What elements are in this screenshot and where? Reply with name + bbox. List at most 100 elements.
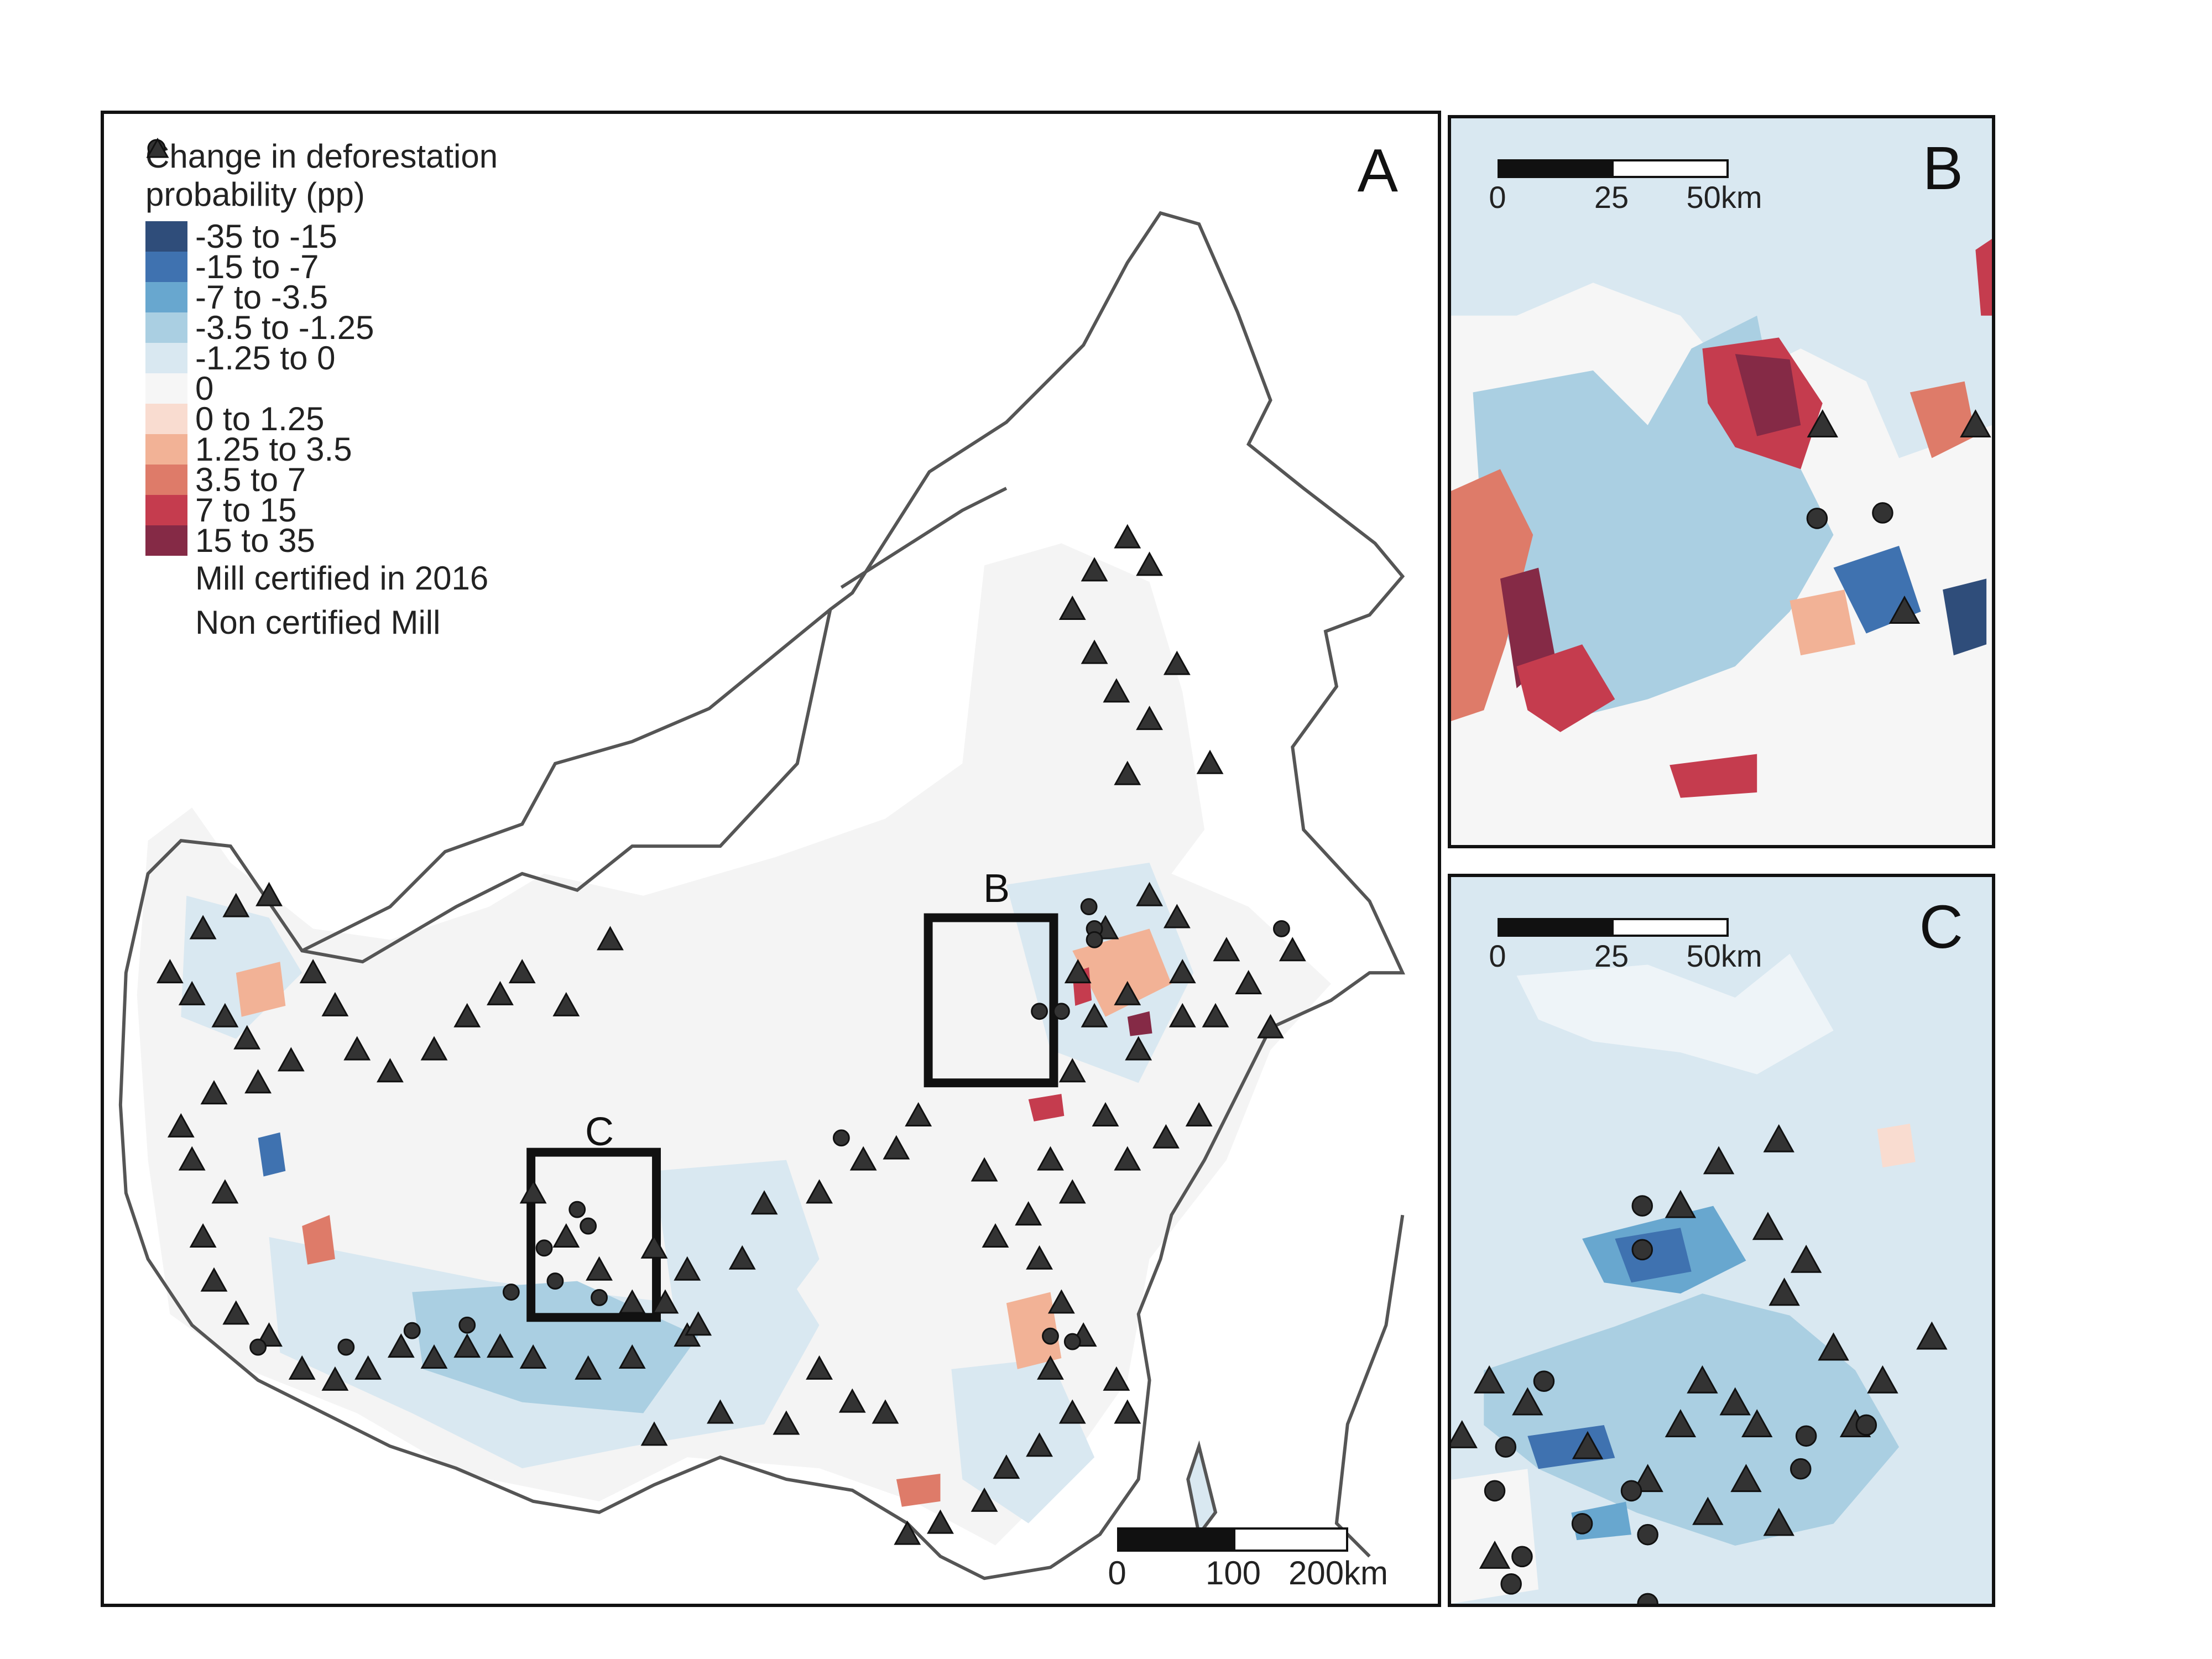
non-certified-mill-marker xyxy=(1058,1058,1086,1083)
non-certified-mill-marker xyxy=(1279,937,1306,962)
non-certified-mill-marker xyxy=(1960,409,1991,438)
non-certified-mill-marker xyxy=(1136,706,1164,731)
non-certified-mill-marker xyxy=(1763,1507,1794,1536)
legend-class-label: 0 xyxy=(195,370,214,407)
non-certified-mill-marker xyxy=(1818,1332,1849,1361)
legend-non-certified-mill: Non certified Mill xyxy=(145,137,498,644)
non-certified-mill-marker xyxy=(420,1344,448,1369)
inset-map-c xyxy=(1451,877,1992,1604)
non-certified-mill-marker xyxy=(872,1399,899,1424)
non-certified-mill-marker xyxy=(1015,1201,1042,1226)
certified-mill-marker xyxy=(591,1289,608,1306)
non-certified-mill-marker xyxy=(1114,1399,1141,1424)
panel-letter-c: C xyxy=(1919,893,1963,961)
legend-class-label: 0 to 1.25 xyxy=(195,400,325,437)
non-certified-mill-marker xyxy=(618,1344,646,1369)
non-certified-mill-marker xyxy=(651,1289,679,1314)
non-certified-mill-marker xyxy=(750,1190,778,1215)
non-certified-mill-marker xyxy=(1114,980,1141,1005)
legend-class-label: -7 to -3.5 xyxy=(195,279,328,316)
certified-mill-marker xyxy=(568,1201,586,1218)
non-certified-mill-marker xyxy=(971,1487,998,1512)
legend-swatch xyxy=(145,495,187,525)
non-certified-mill-marker xyxy=(1047,1289,1075,1314)
non-certified-mill-marker xyxy=(453,1333,481,1358)
non-certified-mill-marker xyxy=(1026,1245,1053,1270)
non-certified-mill-marker xyxy=(508,959,536,984)
certified-mill-marker xyxy=(580,1217,597,1235)
certified-mill-marker xyxy=(1500,1573,1522,1595)
legend-swatch xyxy=(145,252,187,282)
certified-mill-marker xyxy=(1855,1414,1877,1436)
non-certified-mill-marker xyxy=(1196,749,1224,774)
non-certified-mill-marker xyxy=(1081,1003,1108,1027)
legend-swatch xyxy=(145,282,187,312)
legend-swatch xyxy=(145,434,187,465)
non-certified-mill-marker xyxy=(971,1157,998,1182)
non-certified-mill-marker xyxy=(982,1223,1009,1248)
non-certified-mill-marker xyxy=(849,1146,877,1171)
non-certified-mill-marker xyxy=(993,1454,1020,1479)
inset-frame-c xyxy=(526,1147,661,1322)
non-certified-mill-marker xyxy=(156,959,184,984)
non-certified-mill-marker xyxy=(1768,1277,1800,1306)
non-certified-mill-marker xyxy=(618,1289,646,1314)
scale-bar-b: 0 25 50km xyxy=(1489,159,1762,215)
certified-mill-marker xyxy=(1495,1436,1517,1458)
legend-class-label: 1.25 to 3.5 xyxy=(195,431,352,468)
panel-letter-b: B xyxy=(1922,134,1963,202)
non-certified-mill-marker xyxy=(167,1113,195,1138)
non-certified-mill-marker xyxy=(1058,596,1086,620)
non-certified-mill-marker xyxy=(1807,409,1838,438)
legend-class-label: -35 to -15 xyxy=(195,218,337,255)
non-certified-mill-marker xyxy=(1136,551,1164,576)
legend-class-row: 7 to 15 xyxy=(145,492,498,529)
non-certified-mill-marker xyxy=(1479,1540,1511,1569)
non-certified-mill-marker xyxy=(552,992,580,1016)
legend-class-label: 15 to 35 xyxy=(195,522,315,559)
non-certified-mill-marker xyxy=(519,1344,547,1369)
non-certified-mill-marker xyxy=(1512,1387,1543,1416)
legend-class-row: -15 to -7 xyxy=(145,248,498,285)
non-certified-mill-marker xyxy=(1451,1420,1478,1448)
legend-swatch xyxy=(145,373,187,404)
non-certified-mill-marker xyxy=(597,926,624,951)
non-certified-mill-marker xyxy=(883,1135,910,1160)
certified-mill-marker xyxy=(1872,502,1893,524)
non-certified-mill-marker xyxy=(178,1146,206,1171)
non-certified-mill-marker xyxy=(519,1179,547,1204)
certified-mill-marker xyxy=(1790,1458,1812,1480)
scale-bar-c: 0 25 50km xyxy=(1489,918,1762,973)
triangle-icon xyxy=(145,137,187,643)
legend-class-label: -1.25 to 0 xyxy=(195,340,336,377)
legend-title: Change in deforestation probability (pp) xyxy=(145,138,498,213)
non-certified-mill-marker xyxy=(200,1080,228,1105)
inset-frame-b xyxy=(924,913,1058,1088)
non-certified-mill-marker xyxy=(552,1223,580,1248)
legend-swatch xyxy=(145,343,187,373)
deforestation-surface xyxy=(137,543,1331,1546)
legend-swatch xyxy=(145,465,187,495)
legend-class-row: 0 to 1.25 xyxy=(145,400,498,437)
border-line xyxy=(840,487,1008,589)
legend-class-row: -35 to -15 xyxy=(145,218,498,255)
non-certified-mill-marker xyxy=(640,1234,668,1259)
certified-mill-marker xyxy=(1637,1593,1658,1604)
legend-class-row: 1.25 to 3.5 xyxy=(145,431,498,468)
certified-mill-marker xyxy=(535,1239,553,1257)
non-certified-mill-marker xyxy=(1026,1432,1053,1457)
non-certified-mill-marker xyxy=(674,1256,701,1281)
non-certified-mill-marker xyxy=(1081,639,1108,664)
certified-mill-marker xyxy=(1080,898,1098,916)
non-certified-mill-marker xyxy=(1730,1464,1762,1493)
non-certified-mill-marker xyxy=(685,1311,712,1336)
non-certified-mill-marker xyxy=(1037,1355,1064,1380)
non-certified-mill-marker xyxy=(1136,881,1164,906)
certified-mill-marker xyxy=(502,1284,520,1301)
inset-map-b xyxy=(1451,118,1992,845)
non-certified-mill-marker xyxy=(1763,1124,1794,1152)
non-certified-mill-marker xyxy=(1703,1146,1735,1175)
certified-mill-marker xyxy=(337,1338,355,1356)
certified-mill-marker xyxy=(832,1129,850,1147)
non-certified-mill-marker xyxy=(1103,1366,1130,1391)
